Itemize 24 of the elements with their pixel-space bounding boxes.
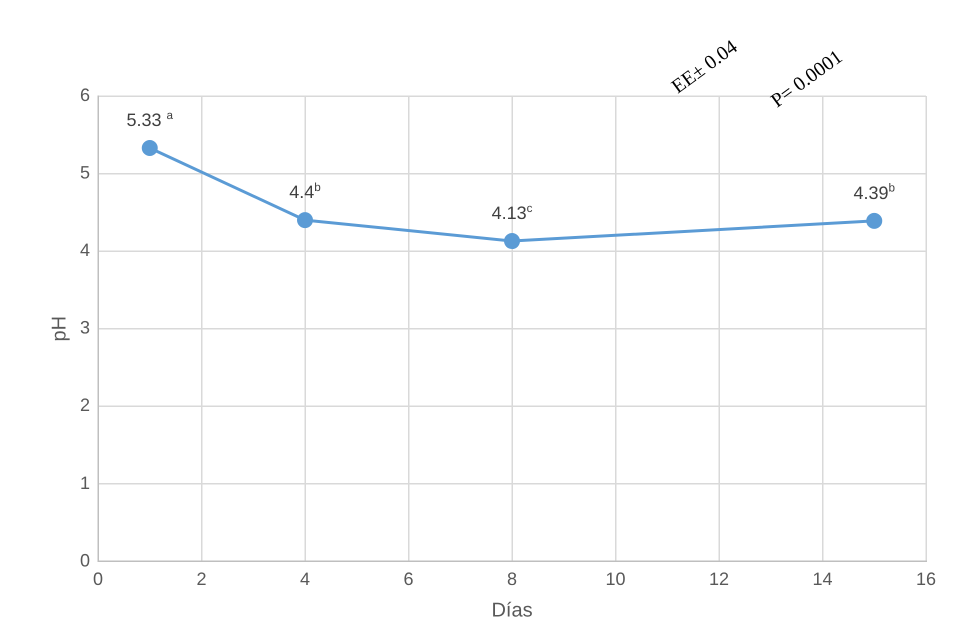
x-tick-label: 14 xyxy=(812,569,833,590)
annotation: EE± 0.04 xyxy=(668,36,742,98)
y-axis-title: pH xyxy=(48,316,71,342)
x-tick-label: 16 xyxy=(916,569,936,590)
point xyxy=(297,212,314,228)
x-tick-label: 0 xyxy=(93,569,104,590)
x-tick-label: 12 xyxy=(708,569,730,590)
y-tick-label: 6 xyxy=(80,84,90,105)
data-label: 5.33 a xyxy=(126,108,174,130)
point xyxy=(504,233,520,250)
x-tick-label: 10 xyxy=(605,569,626,590)
point xyxy=(142,140,158,156)
y-tick-label: 1 xyxy=(80,472,90,493)
point xyxy=(866,212,882,229)
y-tick-label: 2 xyxy=(80,395,90,416)
y-tick-label: 0 xyxy=(80,550,90,570)
x-tick-label: 6 xyxy=(404,569,414,590)
y-tick-label: 5 xyxy=(80,162,90,183)
y-tick-label: 3 xyxy=(80,318,90,338)
x-tick-label: 2 xyxy=(196,569,207,590)
x-tick-label: 4 xyxy=(300,569,310,590)
x-axis-title: Días xyxy=(491,600,533,622)
y-tick-label: 4 xyxy=(80,240,90,260)
x-tick-label: 8 xyxy=(507,569,518,590)
